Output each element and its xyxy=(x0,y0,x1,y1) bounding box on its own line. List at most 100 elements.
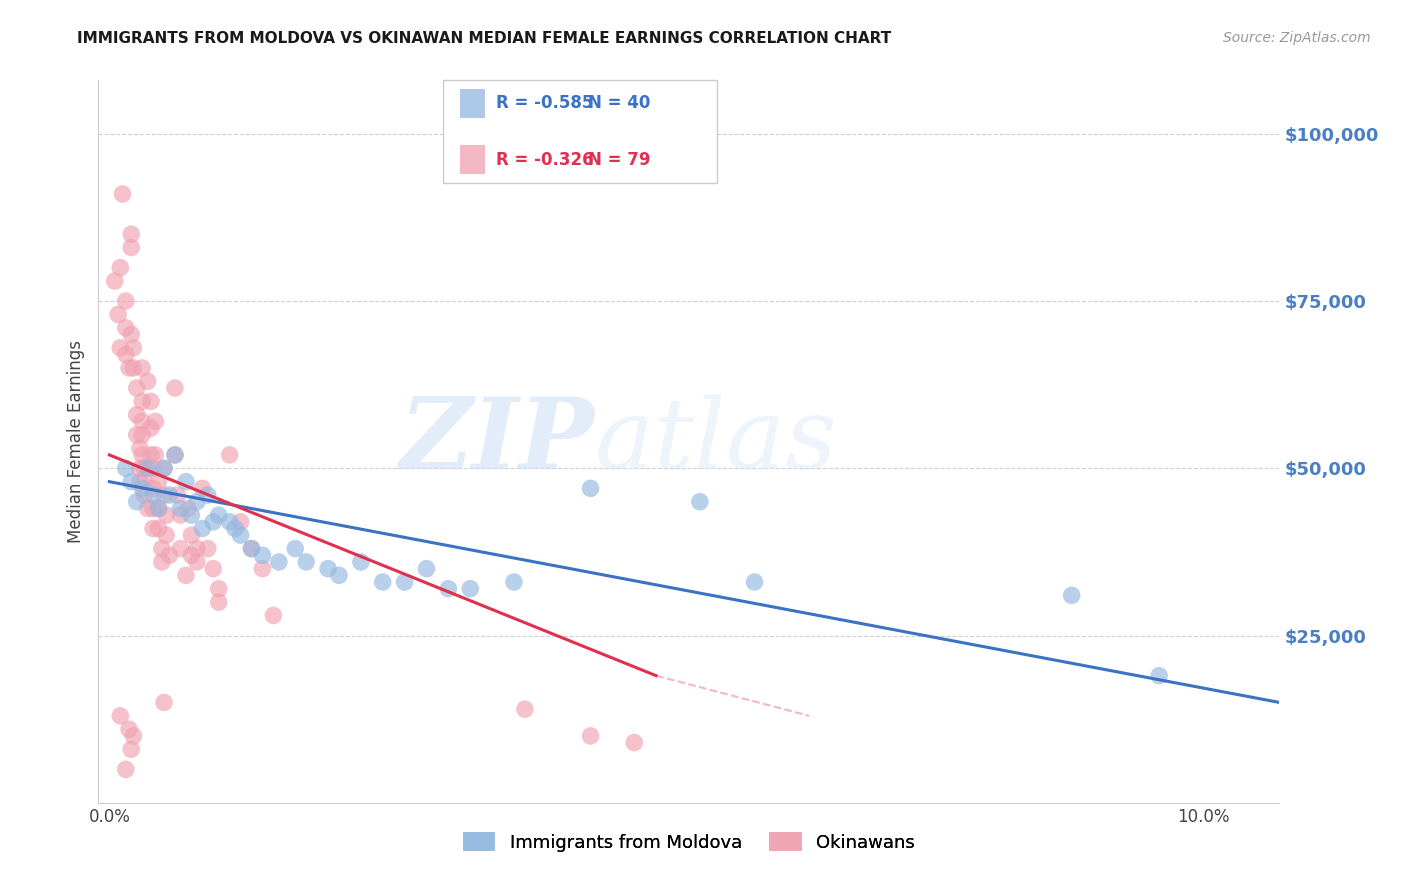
Point xyxy=(350,555,373,569)
Point xyxy=(316,562,339,576)
Point xyxy=(689,494,711,508)
Point xyxy=(229,515,252,529)
Point xyxy=(579,482,602,496)
Point xyxy=(125,381,148,395)
Point xyxy=(142,488,165,502)
Point xyxy=(148,501,170,516)
Point xyxy=(143,448,166,462)
Point xyxy=(394,575,416,590)
Point xyxy=(240,541,263,556)
Point xyxy=(186,555,208,569)
Point xyxy=(1060,589,1083,603)
Point xyxy=(371,575,394,590)
Point xyxy=(142,521,165,535)
Point xyxy=(155,528,177,542)
Point xyxy=(114,348,136,362)
Point xyxy=(107,307,129,321)
Point xyxy=(267,555,290,569)
Point xyxy=(131,427,153,442)
Point xyxy=(134,488,156,502)
Text: R = -0.326: R = -0.326 xyxy=(496,151,593,169)
Point xyxy=(197,488,219,502)
Point xyxy=(143,414,166,428)
Point xyxy=(139,394,162,409)
Point xyxy=(136,375,159,389)
Point xyxy=(180,528,202,542)
Point xyxy=(180,548,202,563)
Point xyxy=(262,608,284,623)
Point xyxy=(120,240,142,255)
Point xyxy=(169,541,191,556)
Point xyxy=(153,488,176,502)
Point xyxy=(224,521,246,535)
Point xyxy=(437,582,460,596)
Point xyxy=(148,501,170,516)
Point xyxy=(110,260,132,275)
Point xyxy=(163,448,186,462)
Point xyxy=(125,427,148,442)
Point xyxy=(122,729,145,743)
Point xyxy=(134,461,156,475)
Point xyxy=(513,702,536,716)
Point xyxy=(458,582,481,596)
Legend: Immigrants from Moldova, Okinawans: Immigrants from Moldova, Okinawans xyxy=(456,825,922,859)
Point xyxy=(120,327,142,342)
Point xyxy=(131,448,153,462)
Point xyxy=(139,421,162,435)
Point xyxy=(229,528,252,542)
Point xyxy=(186,494,208,508)
Point xyxy=(169,501,191,516)
Point xyxy=(208,508,231,523)
Point xyxy=(186,541,208,556)
Point xyxy=(166,488,188,502)
Point xyxy=(503,575,526,590)
Point xyxy=(110,708,132,723)
Point xyxy=(155,508,177,523)
Point xyxy=(153,696,176,710)
Point xyxy=(139,448,162,462)
Point xyxy=(131,414,153,428)
Point xyxy=(208,595,231,609)
Point xyxy=(131,361,153,376)
Point xyxy=(148,475,170,489)
Point xyxy=(208,582,231,596)
Point xyxy=(174,475,197,489)
Point xyxy=(153,461,176,475)
Text: ZIP: ZIP xyxy=(399,393,595,490)
Point xyxy=(136,501,159,516)
Point xyxy=(252,548,274,563)
Point xyxy=(125,408,148,422)
Text: Source: ZipAtlas.com: Source: ZipAtlas.com xyxy=(1223,31,1371,45)
Point xyxy=(623,735,645,749)
Point xyxy=(579,729,602,743)
Point xyxy=(240,541,263,556)
Point xyxy=(114,762,136,776)
Point xyxy=(114,461,136,475)
Point xyxy=(191,482,214,496)
Point xyxy=(110,341,132,355)
Point xyxy=(120,227,142,241)
Text: R = -0.585: R = -0.585 xyxy=(496,95,593,112)
Point xyxy=(177,501,200,516)
Point xyxy=(415,562,437,576)
Point xyxy=(174,568,197,582)
Point xyxy=(159,488,181,502)
Point xyxy=(118,723,141,737)
Text: IMMIGRANTS FROM MOLDOVA VS OKINAWAN MEDIAN FEMALE EARNINGS CORRELATION CHART: IMMIGRANTS FROM MOLDOVA VS OKINAWAN MEDI… xyxy=(77,31,891,46)
Y-axis label: Median Female Earnings: Median Female Earnings xyxy=(66,340,84,543)
Point xyxy=(131,482,153,496)
Point xyxy=(169,508,191,523)
Point xyxy=(163,381,186,395)
Point xyxy=(197,541,219,556)
Point xyxy=(142,501,165,516)
Text: N = 79: N = 79 xyxy=(588,151,650,169)
Text: N = 40: N = 40 xyxy=(588,95,650,112)
Point xyxy=(134,475,156,489)
Point xyxy=(328,568,350,582)
Point xyxy=(111,187,134,202)
Point xyxy=(150,541,173,556)
Point xyxy=(142,461,165,475)
Point xyxy=(122,361,145,376)
Point xyxy=(218,448,240,462)
Point xyxy=(153,461,176,475)
